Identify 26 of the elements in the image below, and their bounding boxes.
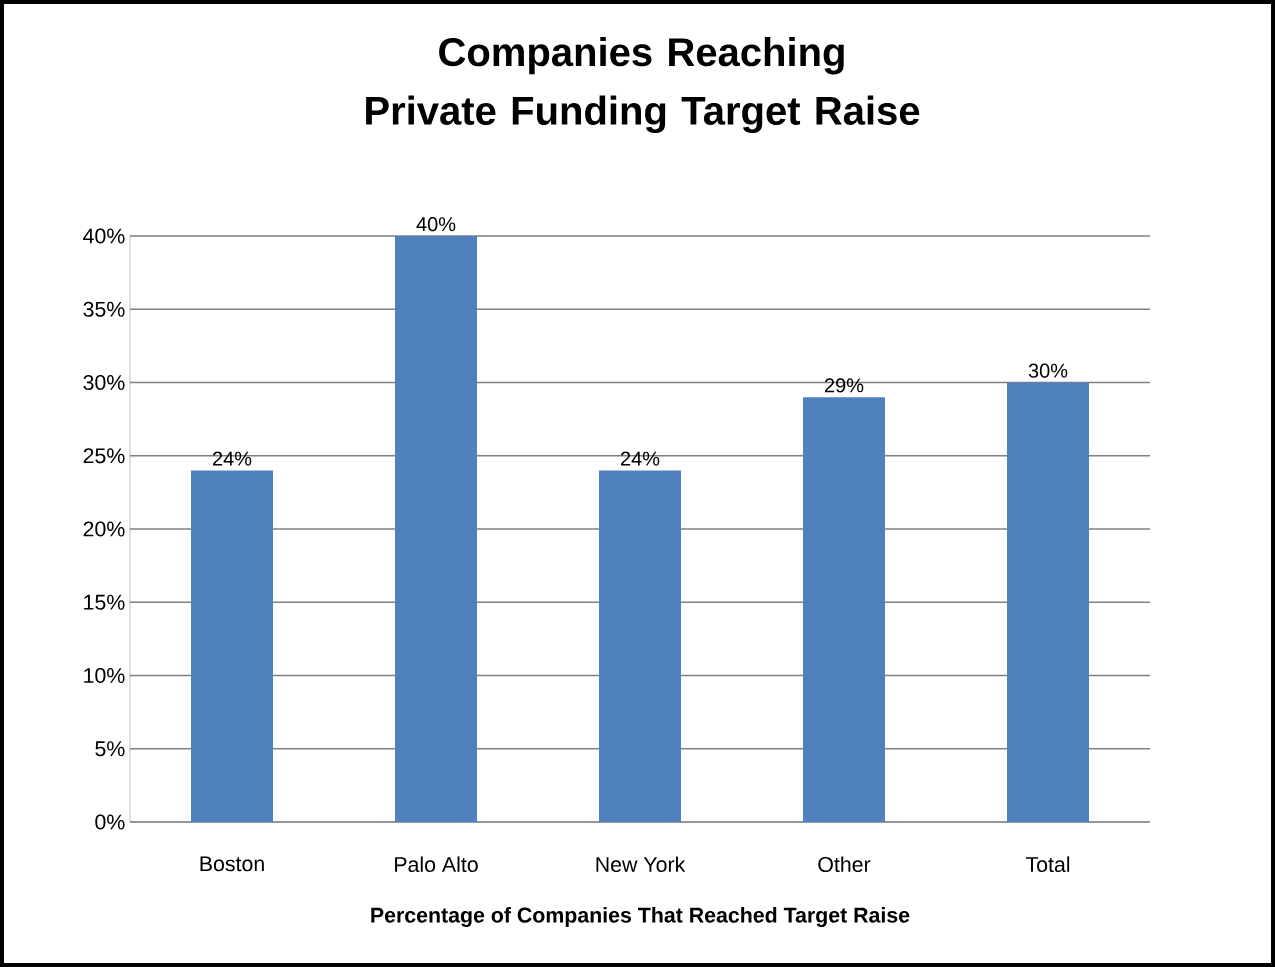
x-tick-label: Total: [1025, 856, 1070, 873]
x-tick-label: Palo Alto: [395, 856, 478, 873]
bar: [1007, 382, 1089, 822]
y-tick-label: 35%: [83, 301, 125, 317]
y-tick-label: 0%: [95, 814, 125, 830]
bar: [191, 470, 274, 822]
y-tick-label: 25%: [83, 448, 125, 464]
x-tick-label: Other: [818, 856, 871, 873]
y-tick-label: 15%: [84, 594, 125, 610]
x-tick-label: New York: [596, 856, 686, 873]
data-label: 30%: [1028, 363, 1068, 378]
y-tick-label: 5%: [95, 741, 125, 757]
x-axis-title: Percentage of Companies That Reached Target Raise: [371, 907, 910, 927]
data-label: 24%: [213, 451, 252, 466]
y-tick-label: 40%: [83, 228, 125, 244]
bar: [599, 470, 682, 822]
data-label: 24%: [620, 451, 660, 466]
bar: [395, 235, 478, 822]
y-tick-label: 10%: [84, 667, 125, 684]
y-tick-label: 30%: [83, 374, 125, 391]
x-tick-label: Boston: [200, 856, 264, 872]
data-label: 40%: [416, 217, 456, 232]
data-label: 29%: [824, 378, 864, 393]
y-tick-label: 20%: [83, 521, 125, 537]
bar: [803, 397, 885, 822]
chart-title: Companies Reaching Private Funding Target Raise: [366, 36, 920, 134]
